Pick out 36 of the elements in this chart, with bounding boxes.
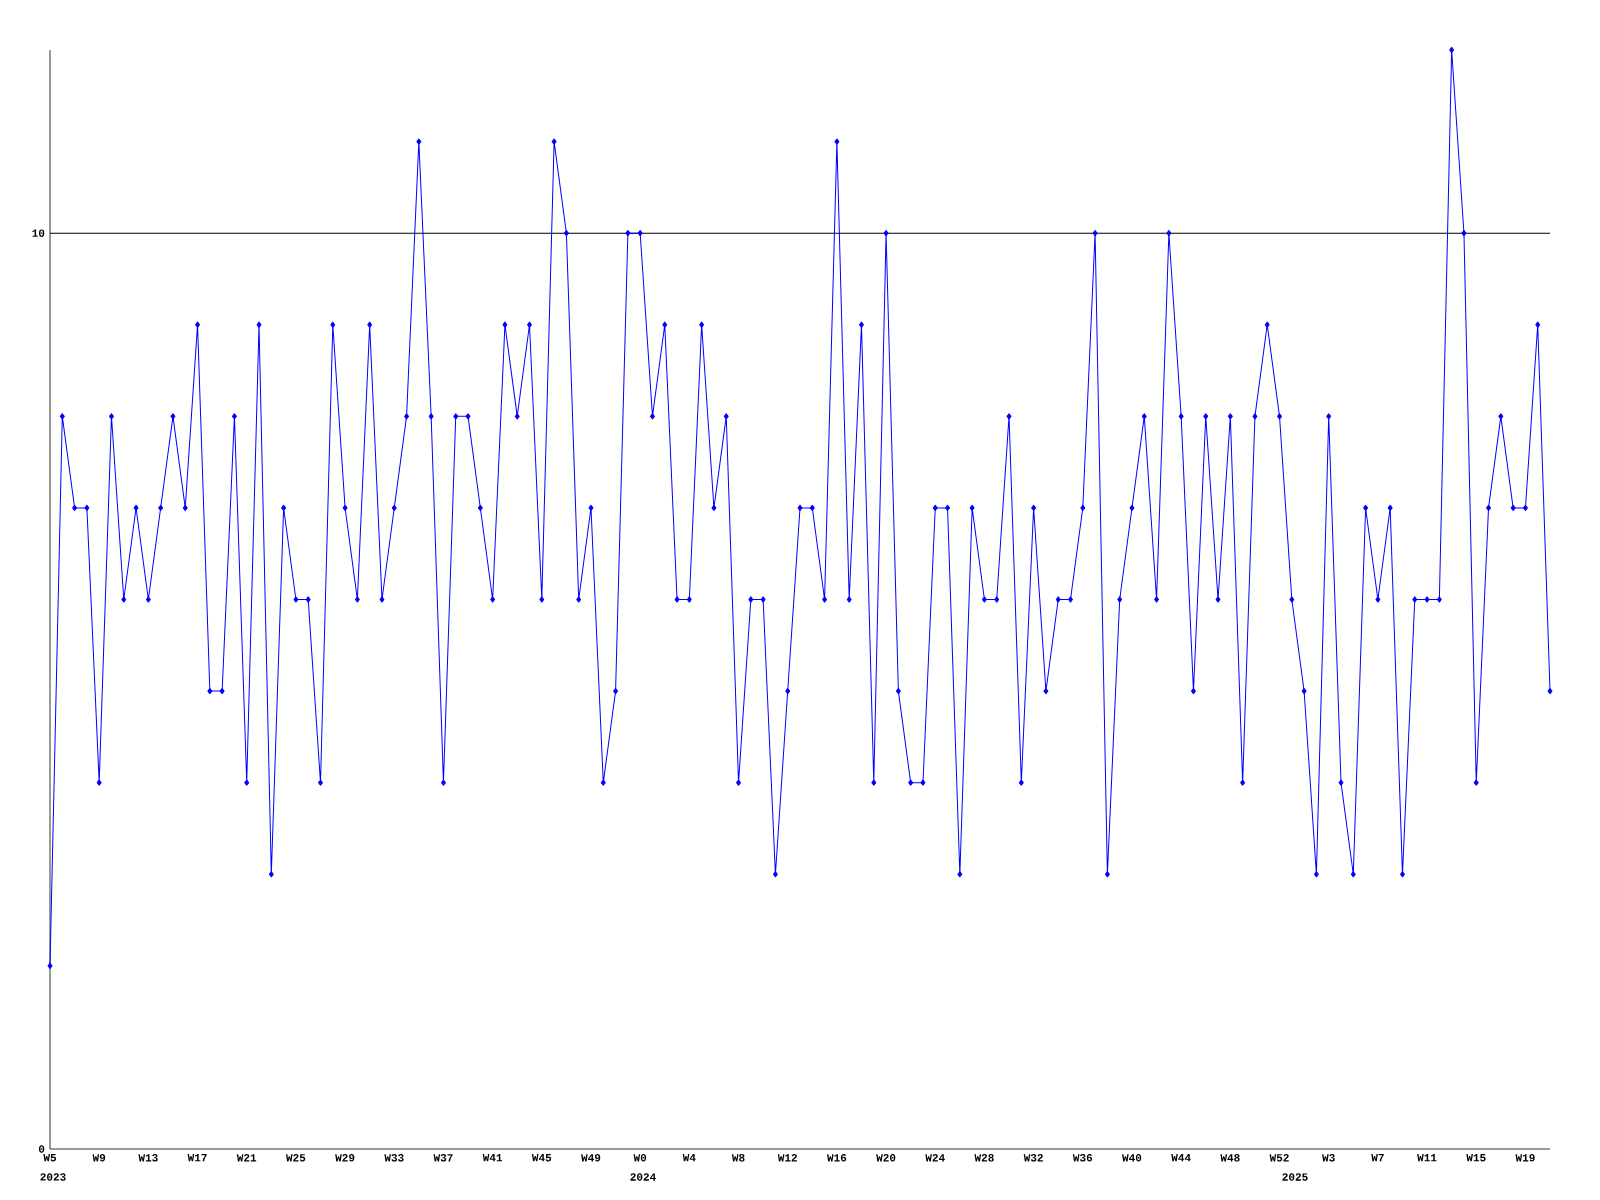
x-tick-label: W19 (1515, 1154, 1535, 1162)
x-tick-label: W25 (286, 1154, 306, 1162)
x-tick-label: W0 (633, 1154, 647, 1162)
text: 2025 (1282, 1173, 1308, 1181)
x-tick-label: W8 (731, 1154, 745, 1162)
x-tick-label: W32 (1023, 1154, 1043, 1162)
x-tick-label: W36 (1072, 1154, 1093, 1162)
x-tick-label: W37 (433, 1154, 453, 1162)
x-tick-label: W20 (876, 1154, 896, 1162)
x-tick-label: W44 (1171, 1154, 1191, 1162)
y-tick-label: 10 (32, 229, 45, 237)
x-tick-label: W3 (1322, 1154, 1335, 1162)
x-tick-label: W9 (92, 1154, 106, 1162)
text: 2023 (40, 1173, 66, 1181)
x-tick-label: W15 (1466, 1154, 1486, 1162)
x-tick-label: W24 (925, 1154, 945, 1162)
x-tick-label: W29 (335, 1154, 355, 1162)
x-tick-label: W4 (682, 1154, 696, 1162)
x-tick-label: W45 (531, 1154, 552, 1162)
x-tick-label: W28 (974, 1154, 994, 1162)
x-tick-label: W17 (187, 1154, 207, 1162)
x-tick-label: W49 (581, 1154, 601, 1162)
x-tick-label: W16 (826, 1154, 847, 1162)
x-tick-label: W21 (236, 1154, 257, 1162)
x-tick-label: W7 (1371, 1154, 1384, 1162)
x-tick-label: W13 (138, 1154, 158, 1162)
x-tick-label: W5 (43, 1154, 57, 1162)
x-tick-label: W12 (777, 1154, 797, 1162)
text: 2024 (630, 1173, 656, 1181)
x-tick-label: W52 (1269, 1154, 1289, 1162)
x-tick-label: W33 (384, 1154, 404, 1162)
x-tick-label: W40 (1122, 1154, 1142, 1162)
y-tick-label: 0 (38, 1145, 45, 1153)
x-tick-label: W41 (482, 1154, 503, 1162)
x-tick-label: W48 (1220, 1154, 1240, 1162)
x-tick-label: W11 (1417, 1154, 1437, 1162)
